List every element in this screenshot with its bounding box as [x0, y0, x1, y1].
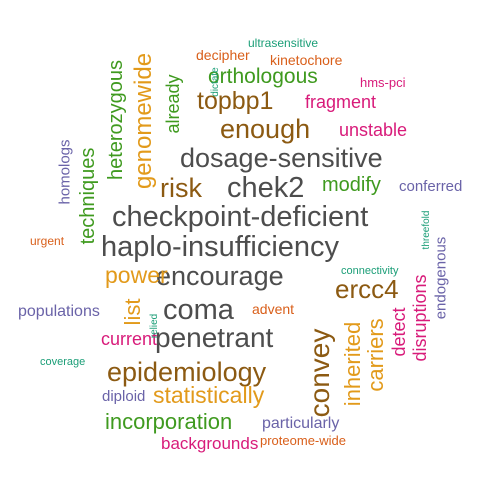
word-hms-pci: hms-pci [360, 75, 406, 90]
word-proteome-wide: proteome-wide [260, 433, 346, 448]
word-enough: enough [220, 114, 311, 144]
word-risk: risk [160, 173, 202, 203]
word-ercc4: ercc4 [335, 274, 399, 304]
word-coma: coma [163, 294, 234, 326]
word-inherited: inherited [340, 321, 365, 407]
word-ultrasensitive: ultrasensitive [248, 36, 319, 50]
word-dosage-sensitive: dosage-sensitive [180, 143, 383, 173]
word-topbp1: topbp1 [197, 87, 274, 115]
word-urgent: urgent [30, 234, 65, 248]
word-decipher: decipher [196, 47, 250, 63]
word-incorporation: incorporation [105, 409, 233, 434]
word-orthologous: orthologous [208, 65, 318, 88]
word-convey: convey [304, 328, 335, 418]
word-epidemiology: epidemiology [107, 357, 267, 387]
word-endogenous: endogenous [432, 236, 450, 320]
word-chek2: chek2 [227, 172, 305, 204]
word-statistically: statistically [153, 382, 265, 408]
word-carriers: carriers [363, 318, 388, 392]
word-techniques: techniques [77, 147, 99, 245]
word-diploid: diploid [102, 388, 146, 405]
word-coverage: coverage [40, 356, 86, 368]
word-encourage: encourage [156, 261, 284, 291]
word-disruptions: disruptions [410, 274, 430, 362]
word-detect: detect [389, 307, 409, 357]
word-relied: relied [149, 313, 160, 339]
word-connectivity: connectivity [341, 265, 399, 277]
word-threefold: threefold [421, 210, 432, 250]
word-list: list [120, 298, 145, 326]
word-dictate: dictate [210, 67, 221, 97]
word-particularly: particularly [262, 415, 340, 432]
word-penetrant: penetrant [155, 322, 274, 353]
word-unstable: unstable [339, 120, 408, 140]
word-advent: advent [252, 301, 295, 317]
word-fragment: fragment [305, 92, 377, 112]
word-backgrounds: backgrounds [161, 434, 259, 453]
word-modify: modify [322, 174, 381, 196]
word-power: power [105, 262, 168, 288]
word-kinetochore: kinetochore [270, 52, 343, 68]
word-heterozygous: heterozygous [105, 59, 127, 181]
word-populations: populations [18, 303, 100, 320]
word-current: current [101, 329, 158, 349]
word-checkpoint-deficient: checkpoint-deficient [112, 201, 369, 233]
word-homologs: homologs [56, 139, 74, 205]
word-conferred: conferred [399, 178, 463, 195]
word-already: already [163, 74, 183, 134]
word-genomewide: genomewide [130, 52, 157, 190]
word-haplo-insufficiency: haplo-insufficiency [101, 231, 340, 263]
